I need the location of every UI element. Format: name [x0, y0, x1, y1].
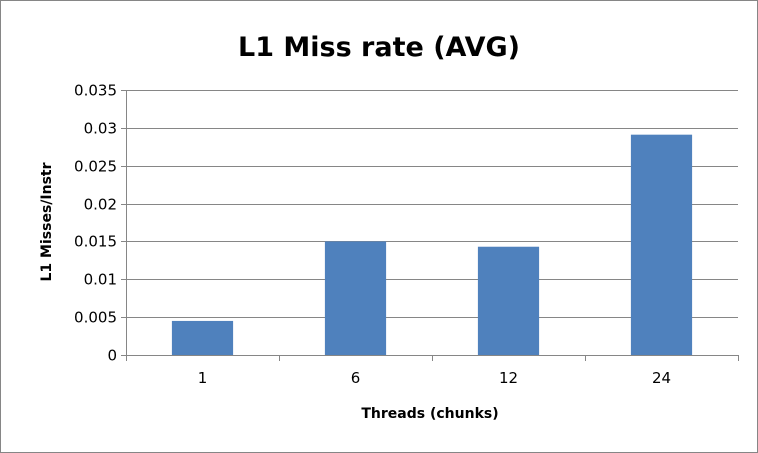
y-tick-label: 0.025 — [74, 158, 117, 176]
x-tick-label: 24 — [652, 369, 671, 387]
axes — [121, 90, 739, 361]
y-tick-label: 0.01 — [84, 271, 117, 289]
bar-12 — [477, 246, 540, 355]
x-tick-label: 12 — [499, 369, 518, 387]
x-tick-labels: 1 6 12 24 — [198, 369, 671, 387]
y-tick-label: 0.02 — [84, 196, 117, 214]
y-tick-label: 0.015 — [74, 233, 117, 251]
y-tick-labels: 0 0.005 0.01 0.015 0.02 0.025 0.03 0.035 — [74, 82, 117, 365]
y-tick-label: 0.005 — [74, 309, 117, 327]
y-tick-label: 0 — [107, 347, 117, 365]
x-tick-label: 6 — [351, 369, 361, 387]
bar-24 — [630, 134, 693, 355]
x-tick-label: 1 — [198, 369, 208, 387]
x-axis-title: Threads (chunks) — [361, 406, 498, 422]
bars — [171, 134, 693, 355]
y-tick-label: 0.035 — [74, 82, 117, 100]
bar-6 — [324, 241, 387, 355]
y-tick-label: 0.03 — [84, 120, 117, 138]
y-axis-title: L1 Misses/Instr — [39, 162, 55, 281]
gridlines — [126, 90, 738, 318]
bar-1 — [171, 320, 234, 355]
chart-title: L1 Miss rate (AVG) — [238, 32, 520, 63]
